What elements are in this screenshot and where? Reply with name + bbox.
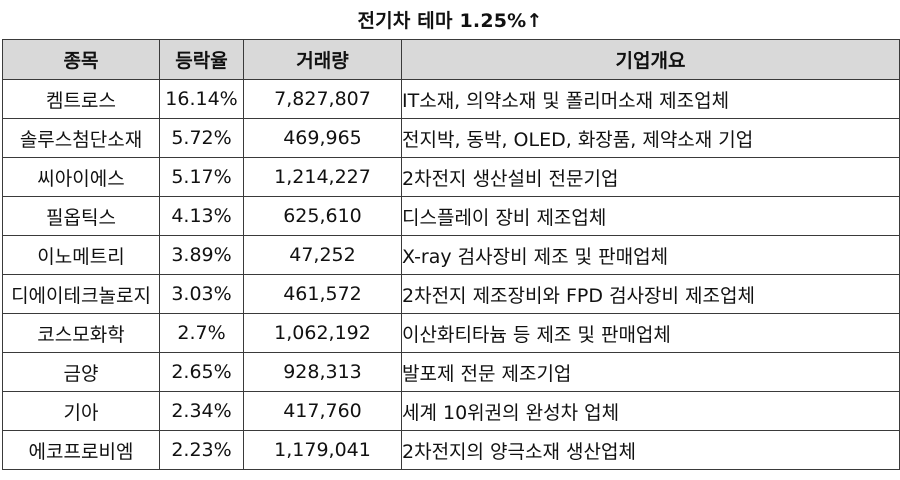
cell-volume: 928,313 bbox=[243, 352, 402, 392]
cell-company-overview: 발포제 전문 제조기업 bbox=[401, 352, 900, 392]
cell-change-rate: 2.65% bbox=[159, 352, 244, 392]
table-row: 금양 2.65% 928,313 발포제 전문 제조기업 bbox=[2, 352, 900, 392]
header-volume: 거래량 bbox=[243, 39, 402, 80]
cell-company-overview: X-ray 검사장비 제조 및 판매업체 bbox=[401, 235, 900, 275]
table-row: 필옵틱스 4.13% 625,610 디스플레이 장비 제조업체 bbox=[2, 196, 900, 236]
cell-volume: 1,214,227 bbox=[243, 157, 402, 197]
cell-stock-name: 기아 bbox=[2, 391, 160, 431]
cell-stock-name: 이노메트리 bbox=[2, 235, 160, 275]
cell-stock-name: 에코프로비엠 bbox=[2, 430, 160, 470]
cell-company-overview: IT소재, 의약소재 및 폴리머소재 제조업체 bbox=[401, 79, 900, 119]
table-row: 기아 2.34% 417,760 세계 10위권의 완성차 업체 bbox=[2, 391, 900, 431]
cell-change-rate: 5.72% bbox=[159, 118, 244, 158]
cell-stock-name: 씨아이에스 bbox=[2, 157, 160, 197]
cell-stock-name: 코스모화학 bbox=[2, 313, 160, 353]
cell-stock-name: 금양 bbox=[2, 352, 160, 392]
table-row: 솔루스첨단소재 5.72% 469,965 전지박, 동박, OLED, 화장품… bbox=[2, 118, 900, 158]
cell-stock-name: 필옵틱스 bbox=[2, 196, 160, 236]
cell-change-rate: 3.89% bbox=[159, 235, 244, 275]
header-stock-name: 종목 bbox=[2, 39, 160, 80]
table-row: 이노메트리 3.89% 47,252 X-ray 검사장비 제조 및 판매업체 bbox=[2, 235, 900, 275]
cell-company-overview: 2차전지 제조장비와 FPD 검사장비 제조업체 bbox=[401, 274, 900, 314]
cell-company-overview: 2차전지 생산설비 전문기업 bbox=[401, 157, 900, 197]
cell-volume: 47,252 bbox=[243, 235, 402, 275]
cell-company-overview: 전지박, 동박, OLED, 화장품, 제약소재 기업 bbox=[401, 118, 900, 158]
cell-company-overview: 세계 10위권의 완성차 업체 bbox=[401, 391, 900, 431]
cell-stock-name: 켐트로스 bbox=[2, 79, 160, 119]
cell-change-rate: 16.14% bbox=[159, 79, 244, 119]
page-title: 전기차 테마 1.25%↑ bbox=[357, 10, 543, 32]
table-row: 씨아이에스 5.17% 1,214,227 2차전지 생산설비 전문기업 bbox=[2, 157, 900, 197]
table-row: 디에이테크놀로지 3.03% 461,572 2차전지 제조장비와 FPD 검사… bbox=[2, 274, 900, 314]
cell-change-rate: 2.23% bbox=[159, 430, 244, 470]
cell-stock-name: 디에이테크놀로지 bbox=[2, 274, 160, 314]
table-header-row: 종목 등락율 거래량 기업개요 bbox=[2, 39, 900, 80]
table-row: 코스모화학 2.7% 1,062,192 이산화티타늄 등 제조 및 판매업체 bbox=[2, 313, 900, 353]
header-change-rate: 등락율 bbox=[159, 39, 244, 80]
cell-change-rate: 3.03% bbox=[159, 274, 244, 314]
cell-volume: 469,965 bbox=[243, 118, 402, 158]
cell-volume: 417,760 bbox=[243, 391, 402, 431]
cell-volume: 1,062,192 bbox=[243, 313, 402, 353]
cell-change-rate: 4.13% bbox=[159, 196, 244, 236]
header-company-overview: 기업개요 bbox=[401, 39, 900, 80]
cell-change-rate: 5.17% bbox=[159, 157, 244, 197]
cell-volume: 461,572 bbox=[243, 274, 402, 314]
cell-company-overview: 디스플레이 장비 제조업체 bbox=[401, 196, 900, 236]
table-row: 켐트로스 16.14% 7,827,807 IT소재, 의약소재 및 폴리머소재… bbox=[2, 79, 900, 119]
cell-volume: 7,827,807 bbox=[243, 79, 402, 119]
stock-table: 종목 등락율 거래량 기업개요 켐트로스 16.14% 7,827,807 IT… bbox=[2, 39, 900, 470]
cell-volume: 625,610 bbox=[243, 196, 402, 236]
table-row: 에코프로비엠 2.23% 1,179,041 2차전지의 양극소재 생산업체 bbox=[2, 430, 900, 470]
cell-company-overview: 2차전지의 양극소재 생산업체 bbox=[401, 430, 900, 470]
cell-change-rate: 2.34% bbox=[159, 391, 244, 431]
cell-company-overview: 이산화티타늄 등 제조 및 판매업체 bbox=[401, 313, 900, 353]
cell-stock-name: 솔루스첨단소재 bbox=[2, 118, 160, 158]
cell-volume: 1,179,041 bbox=[243, 430, 402, 470]
cell-change-rate: 2.7% bbox=[159, 313, 244, 353]
